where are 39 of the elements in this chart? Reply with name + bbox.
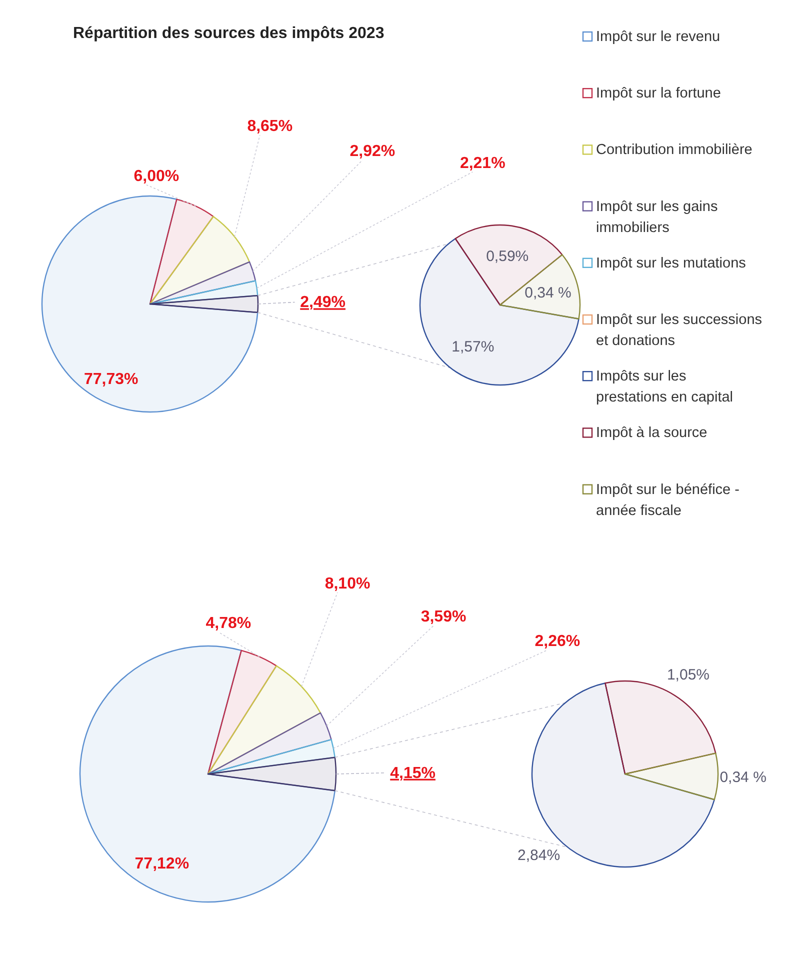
legend-label: Impôt sur le revenu xyxy=(596,29,720,45)
pie-slice xyxy=(207,712,332,775)
data-label: 0,34 % xyxy=(720,769,766,786)
data-label: 8,10% xyxy=(324,575,370,592)
data-label: 2,84% xyxy=(518,846,560,864)
data-label: 1,05% xyxy=(666,666,710,684)
data-label: 2,21% xyxy=(460,154,506,172)
data-label: 6,00% xyxy=(134,168,180,185)
pie-slice xyxy=(207,665,322,775)
chart-title: Répartition des sources des impôts 2023 xyxy=(73,25,384,42)
pie-slice xyxy=(604,680,716,775)
legend-label: Impôt sur la fortune xyxy=(596,86,721,102)
data-label: 77,73% xyxy=(84,370,138,388)
legend-label: Impôts sur les prestations en capital xyxy=(596,368,734,406)
data-label: 0,59% xyxy=(486,248,529,265)
pie-slice xyxy=(149,216,250,305)
data-label: 2,26% xyxy=(534,633,580,650)
data-label: 4,78% xyxy=(206,615,252,632)
data-label: 8,65% xyxy=(247,118,293,136)
legend-label: Impôt sur les gains immobiliers xyxy=(596,198,718,236)
legend-label: Contribution immobilière xyxy=(596,142,752,158)
data-label: 77,12% xyxy=(134,856,190,873)
data-label: 1,57% xyxy=(452,338,494,356)
pie-slice xyxy=(207,650,278,775)
pie-slice xyxy=(80,645,336,903)
pie-slice xyxy=(149,198,214,305)
legend-label: Impôt sur les mutations xyxy=(596,255,746,272)
data-label: 3,59% xyxy=(420,608,466,626)
data-label: 0,34 % xyxy=(524,284,572,302)
pie-slice xyxy=(41,195,258,412)
data-label: 4,15% xyxy=(390,764,436,782)
legend-label: Impôt sur le bénéfice - année fiscale xyxy=(596,482,740,519)
data-label: 2,92% xyxy=(350,143,396,160)
pie-slice xyxy=(624,752,719,800)
pie-slice xyxy=(149,294,259,314)
legend-label: Impôt à la source xyxy=(596,425,708,442)
data-label: 2,49% xyxy=(300,294,346,312)
pie-slice xyxy=(207,756,337,792)
legend-label: Impôt sur les successions et donations xyxy=(596,312,762,349)
